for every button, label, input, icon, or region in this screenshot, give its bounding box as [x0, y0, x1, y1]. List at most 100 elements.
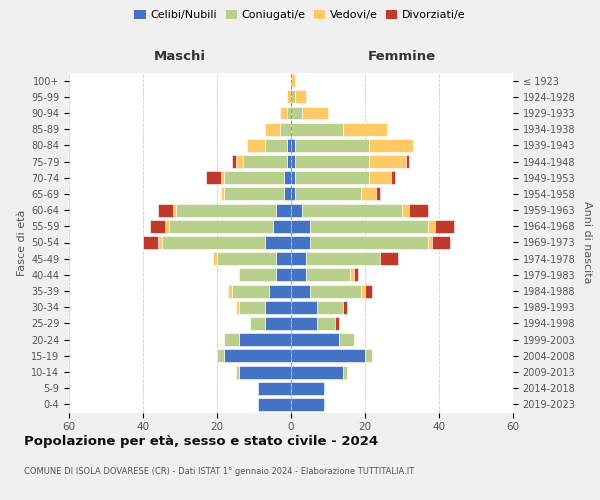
Bar	[206, 172, 221, 184]
Bar	[276, 204, 291, 216]
Bar	[287, 155, 291, 168]
Bar	[224, 172, 284, 184]
Bar	[269, 284, 291, 298]
Text: Popolazione per età, sesso e stato civile - 2024: Popolazione per età, sesso e stato civil…	[24, 435, 378, 448]
Bar	[361, 188, 376, 200]
Text: Femmine: Femmine	[368, 50, 436, 62]
Bar	[265, 122, 280, 136]
Bar	[343, 122, 387, 136]
Bar	[239, 333, 291, 346]
Bar	[169, 220, 272, 233]
Bar	[291, 204, 302, 216]
Bar	[376, 188, 380, 200]
Bar	[265, 236, 291, 249]
Bar	[239, 268, 276, 281]
Bar	[302, 204, 402, 216]
Bar	[310, 220, 428, 233]
Bar	[435, 220, 454, 233]
Bar	[310, 236, 428, 249]
Bar	[291, 382, 325, 394]
Bar	[165, 220, 169, 233]
Bar	[235, 301, 239, 314]
Bar	[368, 155, 406, 168]
Bar	[158, 204, 173, 216]
Bar	[343, 301, 347, 314]
Bar	[361, 284, 365, 298]
Bar	[391, 172, 395, 184]
Bar	[239, 301, 265, 314]
Bar	[176, 204, 276, 216]
Bar	[235, 366, 239, 378]
Bar	[409, 204, 428, 216]
Bar	[350, 268, 354, 281]
Bar	[250, 317, 265, 330]
Bar	[343, 366, 347, 378]
Bar	[239, 366, 291, 378]
Text: COMUNE DI ISOLA DOVARESE (CR) - Dati ISTAT 1° gennaio 2024 - Elaborazione TUTTIT: COMUNE DI ISOLA DOVARESE (CR) - Dati IST…	[24, 468, 414, 476]
Bar	[258, 398, 291, 411]
Bar	[431, 236, 450, 249]
Bar	[291, 188, 295, 200]
Bar	[291, 284, 310, 298]
Bar	[306, 268, 350, 281]
Bar	[291, 301, 317, 314]
Bar	[291, 252, 306, 265]
Bar	[291, 90, 295, 104]
Bar	[291, 106, 302, 120]
Bar	[295, 139, 368, 152]
Bar	[291, 122, 343, 136]
Bar	[151, 220, 165, 233]
Bar	[232, 284, 269, 298]
Bar	[287, 106, 291, 120]
Bar	[317, 317, 335, 330]
Bar	[317, 301, 343, 314]
Bar	[291, 366, 343, 378]
Bar	[280, 122, 291, 136]
Bar	[295, 155, 368, 168]
Bar	[161, 236, 265, 249]
Bar	[354, 268, 358, 281]
Bar	[365, 284, 373, 298]
Bar	[310, 284, 361, 298]
Bar	[232, 155, 235, 168]
Bar	[295, 188, 361, 200]
Bar	[291, 350, 365, 362]
Bar	[368, 139, 413, 152]
Bar	[339, 333, 354, 346]
Bar	[280, 106, 287, 120]
Bar	[221, 172, 224, 184]
Bar	[235, 155, 243, 168]
Bar	[406, 155, 409, 168]
Text: Maschi: Maschi	[154, 50, 206, 62]
Bar	[291, 236, 310, 249]
Bar	[265, 317, 291, 330]
Bar	[380, 252, 398, 265]
Bar	[214, 252, 217, 265]
Bar	[265, 139, 287, 152]
Bar	[291, 317, 317, 330]
Bar	[291, 155, 295, 168]
Bar	[224, 188, 284, 200]
Bar	[228, 284, 232, 298]
Bar	[173, 204, 176, 216]
Bar	[368, 172, 391, 184]
Bar	[272, 220, 291, 233]
Bar	[306, 252, 380, 265]
Bar	[284, 172, 291, 184]
Bar	[265, 301, 291, 314]
Bar	[247, 139, 265, 152]
Bar	[243, 155, 287, 168]
Bar	[291, 139, 295, 152]
Y-axis label: Fasce di età: Fasce di età	[17, 210, 27, 276]
Bar	[284, 188, 291, 200]
Bar	[428, 236, 431, 249]
Bar	[291, 398, 325, 411]
Bar	[224, 350, 291, 362]
Bar	[428, 220, 435, 233]
Bar	[158, 236, 161, 249]
Bar	[335, 317, 339, 330]
Bar	[291, 74, 295, 87]
Bar	[302, 106, 328, 120]
Bar	[365, 350, 373, 362]
Bar	[402, 204, 409, 216]
